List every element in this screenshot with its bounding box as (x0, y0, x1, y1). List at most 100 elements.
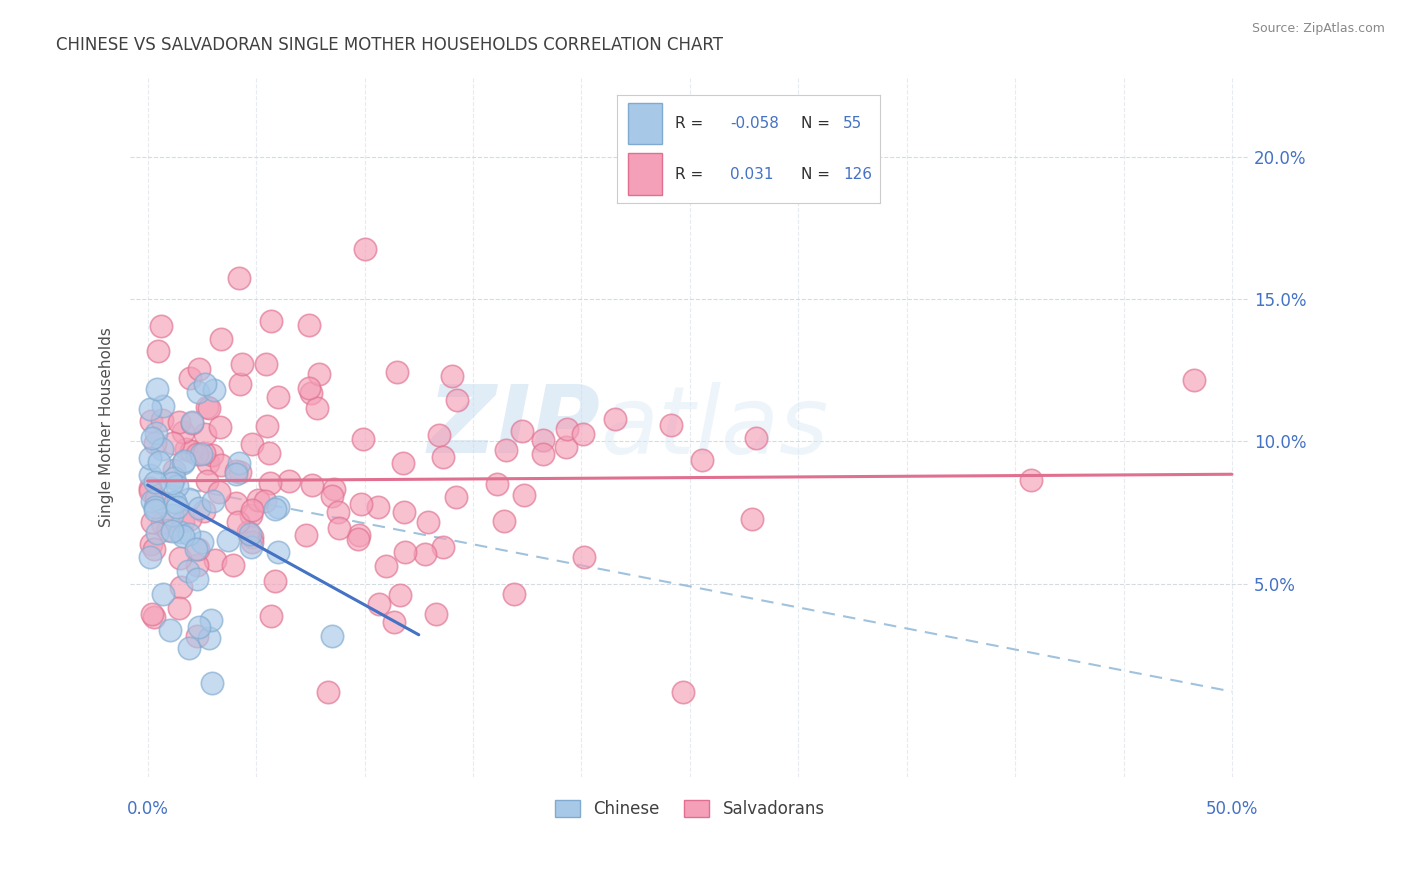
Text: 50.0%: 50.0% (1206, 799, 1258, 818)
Point (172, 529, 194, 543)
Point (194, 376, 217, 391)
Point (187, 619, 209, 633)
Point (195, 400, 218, 414)
Point (222, 558, 245, 572)
Point (156, 523, 179, 537)
Point (531, 447, 554, 461)
Point (240, 502, 263, 516)
Point (354, 242, 377, 256)
Point (163, 471, 186, 485)
Point (187, 385, 209, 400)
Point (555, 422, 578, 436)
Point (229, 465, 252, 479)
Point (318, 684, 340, 698)
Point (139, 468, 162, 483)
Point (208, 484, 231, 499)
Point (139, 481, 162, 495)
Point (172, 456, 194, 470)
Point (256, 419, 278, 434)
Point (143, 502, 166, 516)
Point (240, 508, 263, 523)
Point (254, 357, 277, 371)
Point (209, 420, 232, 434)
Point (236, 524, 259, 539)
Point (352, 432, 374, 446)
Point (328, 521, 350, 535)
Point (1021, 473, 1043, 487)
Point (162, 436, 184, 450)
Point (385, 365, 408, 379)
Point (209, 332, 232, 346)
Point (152, 587, 174, 601)
Point (180, 444, 202, 458)
Point (242, 437, 264, 451)
Point (202, 384, 225, 398)
Point (225, 467, 247, 482)
Point (139, 483, 162, 498)
Y-axis label: Single Mother Households: Single Mother Households (100, 327, 114, 527)
Point (159, 623, 181, 637)
Point (225, 463, 247, 477)
Point (194, 426, 217, 441)
Point (572, 427, 595, 442)
Point (177, 527, 200, 541)
Point (416, 516, 439, 530)
Point (350, 497, 373, 511)
Point (141, 607, 163, 621)
Point (240, 529, 263, 543)
Point (177, 564, 200, 578)
Point (554, 441, 576, 455)
Point (531, 433, 554, 447)
Point (195, 474, 218, 488)
Point (200, 613, 222, 627)
Point (184, 541, 207, 556)
Point (143, 436, 166, 450)
Point (200, 449, 222, 463)
Point (163, 463, 186, 477)
Point (298, 318, 321, 332)
Point (150, 516, 173, 531)
Point (172, 515, 194, 529)
Point (253, 493, 276, 508)
Point (179, 492, 201, 507)
Point (145, 425, 167, 440)
Point (301, 477, 323, 491)
Point (201, 494, 224, 508)
Point (298, 380, 321, 394)
Point (169, 551, 191, 566)
Point (197, 631, 219, 645)
Point (745, 431, 768, 445)
Point (139, 537, 162, 551)
Point (166, 500, 188, 514)
Point (152, 399, 174, 413)
Point (226, 515, 249, 529)
Point (143, 541, 166, 556)
Point (741, 512, 763, 526)
Point (146, 382, 169, 396)
Point (427, 427, 450, 442)
Point (321, 628, 343, 642)
Point (187, 361, 209, 376)
Point (375, 558, 398, 573)
Point (141, 515, 163, 529)
Point (190, 535, 212, 549)
Point (240, 540, 263, 554)
Point (367, 500, 389, 514)
Point (432, 450, 454, 465)
Point (259, 475, 281, 490)
Point (278, 474, 301, 488)
Point (321, 489, 343, 503)
Point (239, 526, 262, 541)
Point (166, 479, 188, 493)
Point (186, 572, 208, 586)
Point (162, 476, 184, 491)
Point (510, 425, 533, 439)
Point (485, 477, 508, 491)
Point (198, 401, 221, 415)
Point (257, 446, 280, 460)
Point (187, 500, 209, 515)
Point (193, 504, 215, 518)
Point (180, 417, 202, 431)
Point (308, 367, 330, 381)
Point (368, 597, 391, 611)
